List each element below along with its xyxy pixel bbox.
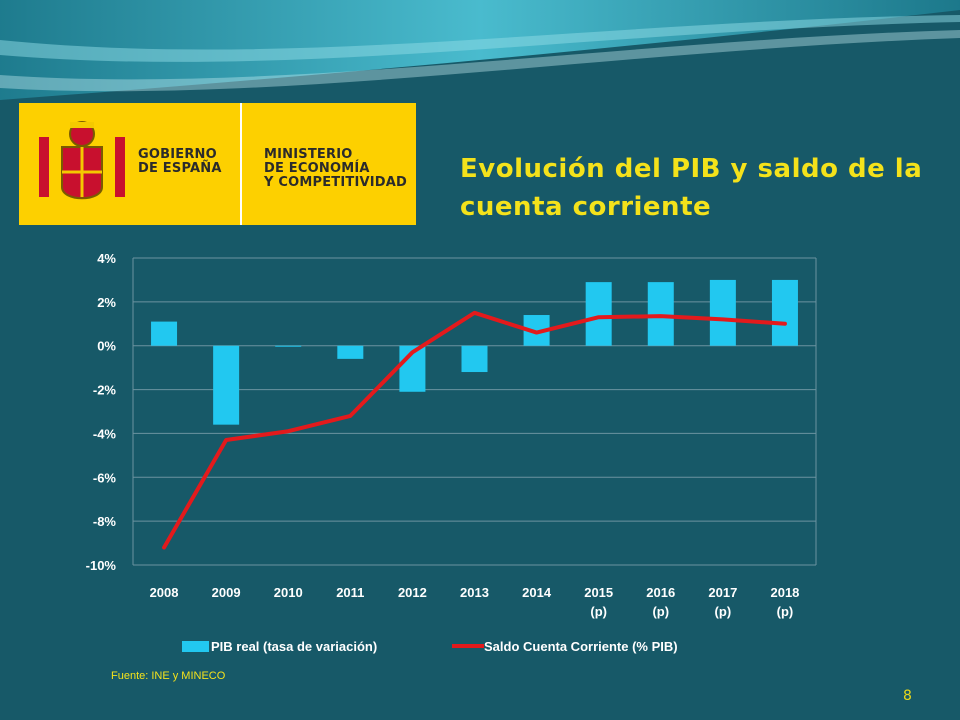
x-tick-label: 2011	[336, 585, 364, 600]
y-tick-label: -6%	[93, 470, 117, 485]
header-wave-decoration	[0, 0, 960, 100]
x-tick-label: 2018 (p)	[770, 585, 799, 619]
coat-of-arms-icon	[39, 121, 125, 200]
logo-ministry-text: MINISTERIO DE ECONOMÍA Y COMPETITIVIDAD	[264, 147, 408, 190]
source-note: Fuente: INE y MINECO	[111, 670, 226, 682]
bar	[709, 279, 736, 346]
y-tick-label: -10%	[86, 558, 117, 573]
y-tick-label: -4%	[93, 426, 117, 441]
logo-divider	[240, 103, 242, 225]
bar	[337, 345, 364, 359]
bar	[213, 345, 240, 425]
y-tick-label: -2%	[93, 383, 117, 398]
bar	[461, 345, 488, 373]
government-logo: GOBIERNO DE ESPAÑA MINISTERIO DE ECONOMÍ…	[19, 103, 416, 225]
x-tick-label: 2015 (p)	[584, 585, 613, 619]
x-tick-label: 2017 (p)	[708, 585, 737, 619]
x-tick-label: 2016 (p)	[646, 585, 675, 619]
series-line	[162, 310, 787, 550]
bar	[647, 282, 674, 346]
legend-label: Saldo Cuenta Corriente (% PIB)	[484, 639, 678, 654]
x-tick-label: 2014	[522, 585, 552, 600]
x-tick-label: 2013	[460, 585, 489, 600]
slide-title: Evolución del PIB y saldo de la cuenta c…	[460, 154, 923, 222]
y-tick-label: 4%	[97, 251, 116, 266]
x-tick-label: 2008	[150, 585, 179, 600]
bar	[151, 321, 178, 346]
bar	[585, 282, 612, 346]
y-tick-label: 2%	[97, 295, 116, 310]
x-tick-label: 2009	[212, 585, 241, 600]
x-tick-label: 2012	[398, 585, 427, 600]
bar	[275, 345, 302, 347]
page-number: 8	[903, 688, 912, 704]
y-tick-label: 0%	[97, 339, 116, 354]
x-tick-label: 2010	[274, 585, 303, 600]
y-tick-label: -8%	[93, 514, 117, 529]
logo-government-text: GOBIERNO DE ESPAÑA	[138, 147, 222, 176]
legend-label: PIB real (tasa de variación)	[211, 639, 377, 654]
bar	[771, 279, 798, 346]
legend-swatch-bar	[182, 641, 209, 652]
